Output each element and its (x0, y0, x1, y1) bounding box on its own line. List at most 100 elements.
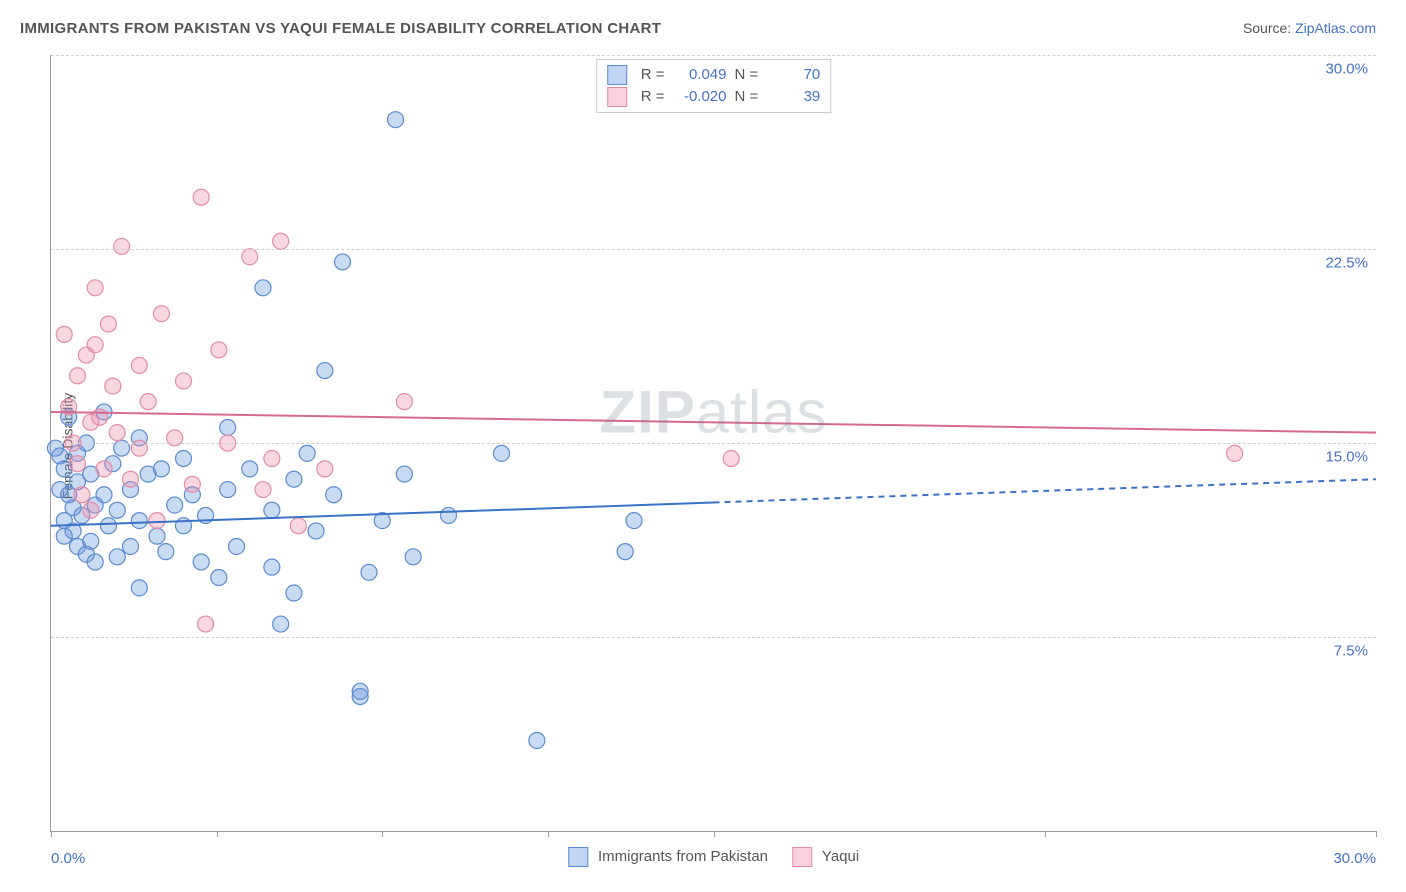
scatter-point (83, 533, 99, 549)
x-tick (1045, 831, 1046, 837)
legend-swatch-pink (792, 847, 812, 867)
scatter-point (626, 513, 642, 529)
x-tick (1376, 831, 1377, 837)
scatter-point (220, 482, 236, 498)
y-tick-label: 22.5% (1325, 255, 1368, 272)
gridline (51, 55, 1376, 56)
source-attribution: Source: ZipAtlas.com (1243, 20, 1376, 36)
r-value-2: -0.020 (673, 86, 727, 108)
n-label: N = (735, 64, 759, 86)
scatter-point (220, 419, 236, 435)
scatter-point (96, 461, 112, 477)
legend-swatch-blue (607, 65, 627, 85)
scatter-point (87, 554, 103, 570)
scatter-point (176, 451, 192, 467)
x-axis-min-label: 0.0% (51, 850, 85, 867)
scatter-point (264, 502, 280, 518)
scatter-point (114, 238, 130, 254)
scatter-point (193, 554, 209, 570)
scatter-point (70, 368, 86, 384)
y-tick-label: 15.0% (1325, 449, 1368, 466)
scatter-point (83, 502, 99, 518)
scatter-point (396, 394, 412, 410)
scatter-point (92, 409, 108, 425)
scatter-point (211, 570, 227, 586)
correlation-legend-box: R = 0.049 N = 70 R = -0.020 N = 39 (596, 59, 832, 113)
scatter-point (158, 544, 174, 560)
scatter-point (255, 482, 271, 498)
scatter-point (308, 523, 324, 539)
gridline (51, 249, 1376, 250)
scatter-point (723, 451, 739, 467)
scatter-point (1227, 445, 1243, 461)
scatter-point (286, 471, 302, 487)
scatter-point (255, 280, 271, 296)
scatter-point (193, 189, 209, 205)
x-tick (382, 831, 383, 837)
scatter-point (109, 425, 125, 441)
legend-row-series-1: R = 0.049 N = 70 (607, 64, 821, 86)
source-link[interactable]: ZipAtlas.com (1295, 20, 1376, 36)
scatter-point (123, 538, 139, 554)
scatter-point (109, 549, 125, 565)
r-value-1: 0.049 (673, 64, 727, 86)
x-tick (714, 831, 715, 837)
r-label: R = (641, 86, 665, 108)
scatter-point (361, 564, 377, 580)
y-tick-label: 7.5% (1334, 643, 1368, 660)
scatter-point (335, 254, 351, 270)
scatter-point (264, 559, 280, 575)
scatter-point (317, 363, 333, 379)
scatter-point (299, 445, 315, 461)
scatter-point (396, 466, 412, 482)
n-value-1: 70 (766, 64, 820, 86)
scatter-point (131, 513, 147, 529)
scatter-point (105, 378, 121, 394)
scatter-point (242, 249, 258, 265)
scatter-point (140, 394, 156, 410)
x-axis-max-label: 30.0% (1333, 850, 1376, 867)
scatter-point (167, 497, 183, 513)
scatter-point (74, 487, 90, 503)
legend-label-2: Yaqui (822, 848, 859, 865)
scatter-point (388, 112, 404, 128)
trend-line-solid (51, 412, 1376, 433)
scatter-point (56, 326, 72, 342)
scatter-point (87, 280, 103, 296)
scatter-point (273, 233, 289, 249)
source-prefix: Source: (1243, 20, 1295, 36)
scatter-point (211, 342, 227, 358)
gridline (51, 443, 1376, 444)
y-tick-label: 30.0% (1325, 61, 1368, 78)
gridline (51, 637, 1376, 638)
chart-plot-area: ZIPatlas R = 0.049 N = 70 R = -0.020 N =… (50, 55, 1376, 832)
scatter-point (153, 306, 169, 322)
scatter-point (273, 616, 289, 632)
scatter-point (405, 549, 421, 565)
legend-row-series-2: R = -0.020 N = 39 (607, 86, 821, 108)
x-tick (51, 831, 52, 837)
scatter-point (198, 616, 214, 632)
x-tick (217, 831, 218, 837)
scatter-point (184, 476, 200, 492)
scatter-point (229, 538, 245, 554)
legend-item-2: Yaqui (792, 847, 859, 867)
n-label: N = (735, 86, 759, 108)
trend-line-dashed (714, 479, 1377, 502)
chart-title: IMMIGRANTS FROM PAKISTAN VS YAQUI FEMALE… (20, 20, 661, 37)
scatter-point (352, 683, 368, 699)
scatter-point (131, 580, 147, 596)
legend-swatch-blue (568, 847, 588, 867)
scatter-point (529, 732, 545, 748)
scatter-point (317, 461, 333, 477)
scatter-point (96, 487, 112, 503)
series-legend: Immigrants from Pakistan Yaqui (568, 847, 859, 867)
scatter-point (242, 461, 258, 477)
r-label: R = (641, 64, 665, 86)
scatter-point (326, 487, 342, 503)
legend-swatch-pink (607, 87, 627, 107)
scatter-point (494, 445, 510, 461)
scatter-point (123, 471, 139, 487)
scatter-point (70, 456, 86, 472)
scatter-point (441, 507, 457, 523)
